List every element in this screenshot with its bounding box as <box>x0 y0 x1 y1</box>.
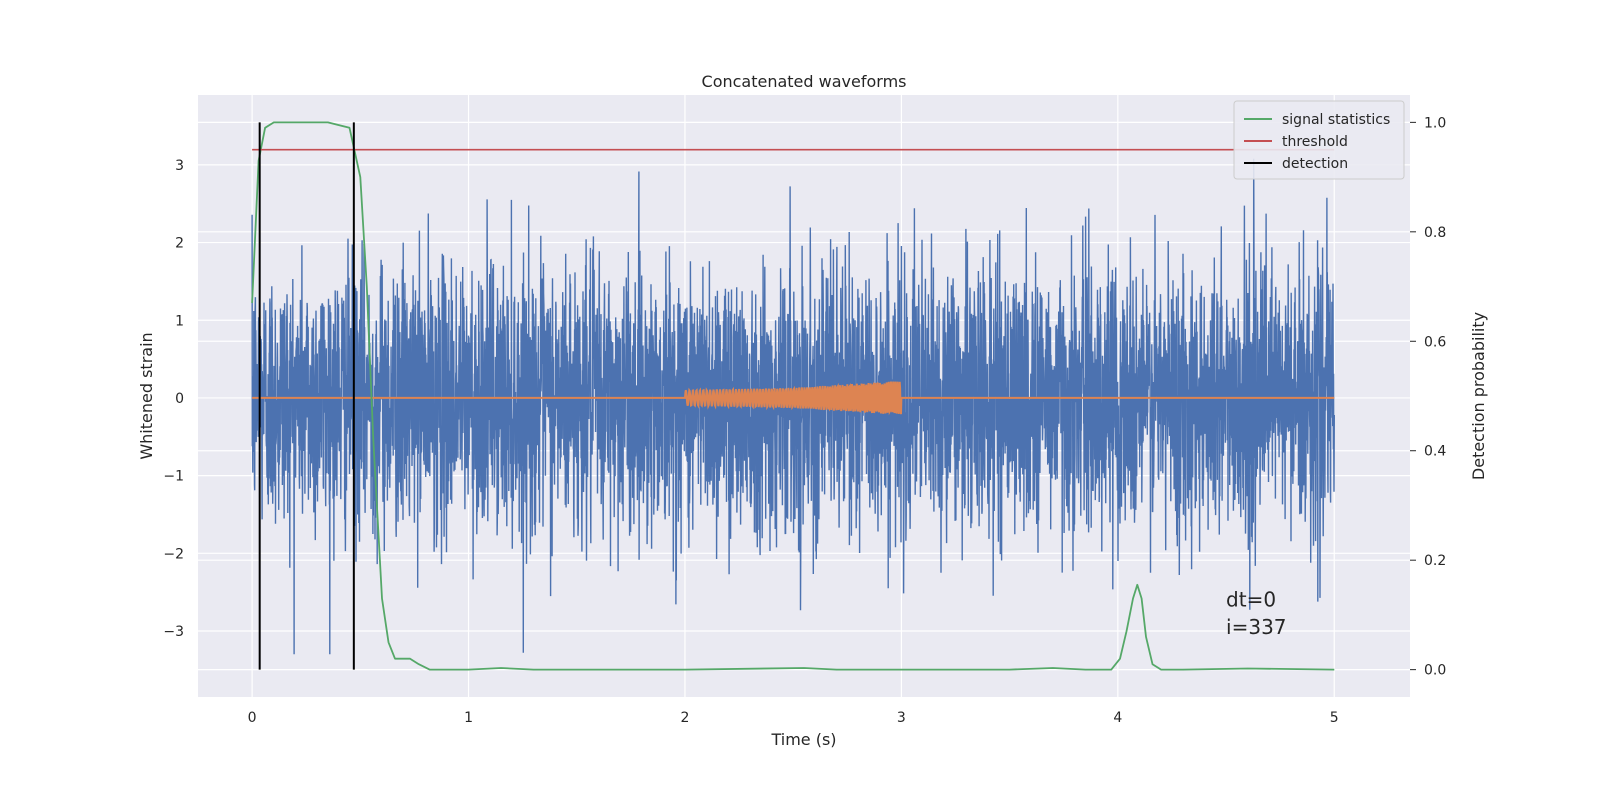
x-tick-label: 1 <box>464 710 473 726</box>
y-right-tick-label: 1.0 <box>1424 115 1446 131</box>
annotation-text: i=337 <box>1226 615 1287 639</box>
legend: signal statistics threshold detection <box>1233 100 1405 180</box>
y-axis-left-label: Whitened strain <box>137 332 156 459</box>
y-left-tick-label: 3 <box>175 158 184 174</box>
annotation-layer: dt=0 i=337 <box>1226 588 1287 639</box>
legend-entry-label: detection <box>1282 156 1348 172</box>
injection-series-line <box>252 381 1335 416</box>
y-left-tick-label: 0 <box>175 391 184 407</box>
y-right-tick-label: 0.0 <box>1424 663 1446 679</box>
y-axis-right-label: Detection probability <box>1469 312 1488 480</box>
y-left-tick-label: 1 <box>175 313 184 329</box>
x-tick-label: 4 <box>1113 710 1122 726</box>
y-left-tick-label: −3 <box>163 624 184 640</box>
y-left-tick-label: −1 <box>163 469 184 485</box>
legend-entry-label: threshold <box>1282 134 1348 150</box>
y-right-tick-label: 0.6 <box>1424 334 1446 350</box>
tick-layer: 0 1 2 3 4 5 −3 −2 −1 0 1 2 3 0.0 0.2 0.4 0.6 0.8 1.0 <box>163 115 1446 726</box>
annotation-text: dt=0 <box>1226 588 1276 612</box>
x-axis-label: Time (s) <box>770 730 836 749</box>
y-right-tick-label: 0.8 <box>1424 225 1446 241</box>
x-tick-label: 3 <box>897 710 906 726</box>
legend-box <box>1233 100 1405 180</box>
chart-title: Concatenated waveforms <box>702 72 907 91</box>
legend-entry-label: signal statistics <box>1282 112 1390 128</box>
y-left-tick-label: 2 <box>175 236 184 252</box>
y-right-tick-label: 0.4 <box>1424 444 1446 460</box>
y-left-tick-label: −2 <box>163 546 184 562</box>
data-layer <box>251 121 1335 671</box>
x-tick-label: 0 <box>248 710 257 726</box>
y-right-tick-label: 0.2 <box>1424 553 1446 569</box>
x-tick-label: 5 <box>1330 710 1339 726</box>
x-tick-label: 2 <box>681 710 690 726</box>
strain-series-line <box>251 158 1335 655</box>
